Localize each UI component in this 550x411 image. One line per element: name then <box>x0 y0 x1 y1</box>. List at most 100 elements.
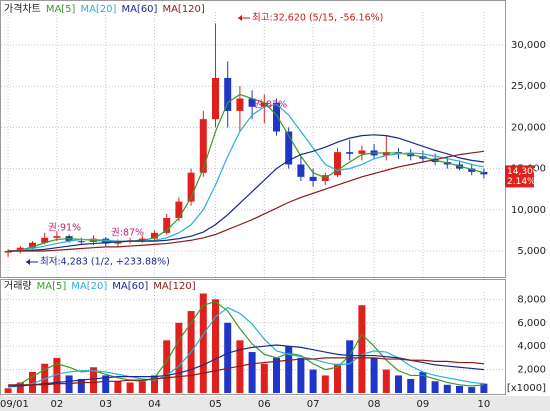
candle-body <box>77 241 85 243</box>
candle-body <box>199 119 207 173</box>
volume-bar <box>443 384 451 393</box>
y-tick-label: 5,000 <box>517 246 546 257</box>
y-tick-label: 2,000 <box>517 365 546 376</box>
volume-panel <box>0 279 506 395</box>
y-tick-label: 4,000 <box>517 341 546 352</box>
volume-bar <box>431 381 439 393</box>
ma-line <box>8 306 484 388</box>
arrow-head <box>238 15 242 21</box>
volume-bar <box>90 367 97 393</box>
annotation: 권:87% <box>254 99 287 111</box>
volume-bar <box>321 375 329 393</box>
x-tick-label: 07 <box>307 399 320 410</box>
volume-bar <box>77 378 85 393</box>
x-tick-label: 10 <box>478 399 491 410</box>
y-tick-label: 8,000 <box>517 294 546 305</box>
x-tick-label: 02 <box>51 399 64 410</box>
candle-body <box>260 102 268 107</box>
candle-body <box>358 150 366 154</box>
candle-body <box>175 201 183 219</box>
last-price: 14,300 <box>507 167 539 177</box>
volume-bar <box>4 388 12 393</box>
candle-body <box>29 242 36 248</box>
volume-bar <box>456 385 463 393</box>
x-tick-label: 04 <box>148 399 161 410</box>
candle-body <box>480 171 488 175</box>
volume-bar <box>407 378 415 393</box>
candle-body <box>212 77 219 120</box>
annotation: 최저:4,283 (1/2, +233.88%) <box>40 257 170 268</box>
x-tick-label: 05 <box>209 399 222 410</box>
volume-bar <box>102 375 110 393</box>
panel-title: 거래량 <box>4 280 32 292</box>
volume-bar <box>29 371 36 393</box>
candle-body <box>16 247 24 251</box>
volume-bar <box>224 322 232 393</box>
volume-bar <box>468 387 476 393</box>
legend-entry: MA[5] <box>46 4 76 15</box>
legend-entry: MA[120] <box>162 4 204 15</box>
x-tick-label: 03 <box>99 399 112 410</box>
volume-bar <box>212 299 219 393</box>
volume-bar <box>419 371 427 393</box>
candle-body <box>285 131 293 165</box>
ma-line <box>8 357 484 386</box>
ma-line <box>8 150 484 252</box>
y-tick-label: 6,000 <box>517 318 546 329</box>
candle-body <box>151 232 158 239</box>
x-tick-label: 2009/01 <box>0 399 29 410</box>
x-axis-band <box>0 396 550 411</box>
volume-bar <box>309 369 317 393</box>
volume-bar <box>285 346 293 393</box>
volume-bar <box>370 357 378 393</box>
annotation: 권:91% <box>48 222 81 234</box>
legend-entry: MA[20] <box>71 281 107 292</box>
volume-bar <box>382 369 390 393</box>
volume-bar <box>199 293 207 393</box>
x-tick-label: 06 <box>258 399 271 410</box>
volume-bar <box>297 357 305 393</box>
volume-bar <box>138 381 146 393</box>
volume-bar <box>260 363 268 393</box>
legend-entry: MA[20] <box>80 4 116 15</box>
legend-entry: MA[120] <box>153 281 195 292</box>
price-panel <box>0 0 506 278</box>
volume-bar <box>175 322 183 393</box>
ma-line <box>8 134 484 252</box>
x-tick-label: 08 <box>368 399 381 410</box>
volume-bar <box>16 382 24 393</box>
candle-body <box>187 172 195 202</box>
candle-body <box>138 238 146 241</box>
x-tick-label: 09 <box>417 399 430 410</box>
y-tick-label: 10,000 <box>511 205 546 216</box>
candle-body <box>41 237 49 243</box>
volume-bar <box>273 357 280 393</box>
y-tick-label: 20,000 <box>511 122 546 133</box>
annotation: 최고:32,620 (5/15, -56.16%) <box>252 13 383 24</box>
ma-line <box>8 103 485 252</box>
candle-body <box>248 98 256 107</box>
legend-entry: MA[60] <box>112 281 148 292</box>
last-price-box <box>505 165 534 188</box>
volume-bar <box>126 382 134 393</box>
volume-bar <box>163 340 171 393</box>
candle-body <box>273 102 280 132</box>
candle-body <box>346 152 354 154</box>
candle-body <box>224 77 232 111</box>
change-rate: 2.14% <box>507 177 536 187</box>
candle-body <box>309 176 317 181</box>
volume-bar <box>395 375 402 393</box>
candle-body <box>382 152 390 156</box>
volume-bar <box>248 352 256 393</box>
y-tick-label: 30,000 <box>511 40 546 51</box>
volume-bar <box>114 381 122 393</box>
candle-body <box>163 218 171 233</box>
annotation: 권:87% <box>111 227 144 239</box>
y-unit: [x1000] <box>507 383 546 394</box>
candle-body <box>334 152 341 176</box>
volume-bar <box>53 357 61 393</box>
candle-body <box>53 236 61 238</box>
volume-bar <box>358 305 366 393</box>
